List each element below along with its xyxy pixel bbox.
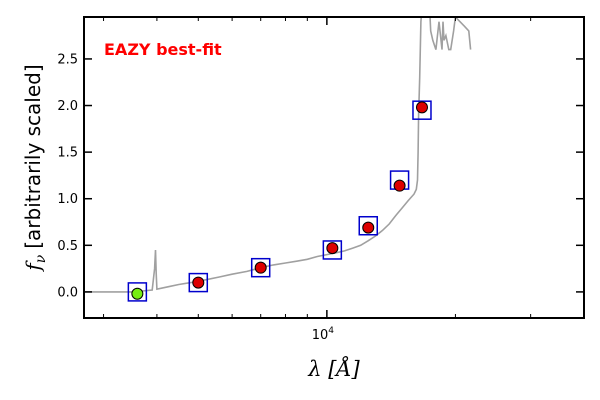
template-spectrum-line	[84, 17, 472, 293]
y-tick-label: 2.5	[57, 52, 78, 67]
x-axis-label: λ [Å]	[307, 356, 360, 381]
y-tick-label: 0.0	[57, 285, 78, 300]
observed-flux-point	[415, 101, 428, 114]
plot-frame	[83, 16, 585, 319]
fit-annotation: EAZY best-fit	[104, 40, 222, 59]
observed-flux-point	[393, 179, 406, 192]
axis-ticks: 0.0 0.5 1.0 1.5 2.0 2.5 104	[57, 17, 584, 343]
y-axis-title: fν[arbitrarily scaled]	[21, 64, 49, 272]
model-flux-box	[358, 215, 379, 236]
x-axis-title: λ [Å]	[307, 356, 360, 381]
y-tick-label: 0.5	[57, 239, 78, 254]
y-tick-label: 2.0	[57, 99, 78, 114]
model-flux-box	[412, 100, 432, 120]
y-tick-label: 1.0	[57, 192, 78, 207]
plot-content	[84, 17, 472, 302]
y-tick-label: 1.5	[57, 146, 78, 161]
x-tick-label: 104	[312, 326, 335, 343]
observed-flux-point	[192, 276, 205, 289]
model-flux-box	[127, 282, 148, 302]
model-flux-box	[322, 240, 343, 260]
y-axis-label: fν[arbitrarily scaled]	[21, 64, 49, 272]
observed-flux-point	[362, 221, 375, 234]
model-flux-box	[250, 257, 271, 278]
observed-flux-point	[326, 242, 339, 255]
observed-flux-point	[254, 261, 267, 274]
observed-flux-point	[131, 287, 144, 300]
model-flux-box	[188, 272, 209, 293]
